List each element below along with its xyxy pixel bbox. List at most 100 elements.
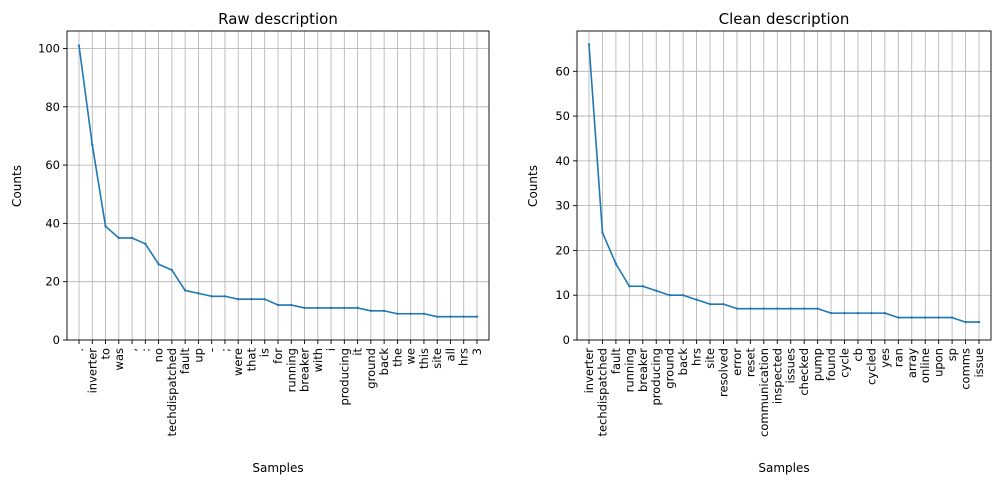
data-point <box>382 309 386 313</box>
x-tick-label: up <box>191 348 205 363</box>
y-tick-label: 80 <box>45 100 60 114</box>
x-tick-label: pump <box>811 348 825 381</box>
x-tick-label: inverter <box>582 348 596 394</box>
x-tick-label: the <box>390 348 404 367</box>
x-tick-label: found <box>824 348 838 381</box>
x-tick-label: comms <box>959 348 973 390</box>
x-tick-label: communication <box>757 348 771 437</box>
data-point <box>475 315 479 318</box>
x-tick-label: breaker <box>636 348 650 392</box>
y-tick-label: 0 <box>53 333 60 347</box>
data-point <box>263 297 266 301</box>
data-point <box>897 316 900 319</box>
x-tick-label: ; <box>218 348 232 352</box>
data-points <box>77 44 479 318</box>
data-point <box>964 320 967 324</box>
data-point <box>829 311 833 315</box>
x-axis-label: Samples <box>252 461 303 475</box>
x-tick-label: . <box>72 348 86 352</box>
data-point <box>802 307 806 310</box>
data-point <box>144 242 147 246</box>
x-tick-label: producing <box>649 348 663 406</box>
chart-title: Clean description <box>719 10 850 28</box>
x-tick-label: cycle <box>838 348 852 378</box>
clean-description-chart: Clean description Samples Counts 0 10 20 30… <box>526 10 992 475</box>
y-tick-label: 20 <box>45 275 60 289</box>
y-tick-label: 40 <box>45 216 60 230</box>
y-tick-label: 50 <box>555 109 570 123</box>
data-point <box>735 307 739 310</box>
x-tick-label: inspected <box>770 348 784 404</box>
x-tick-label: cb <box>851 348 865 362</box>
data-point <box>614 262 618 266</box>
x-tick-label: issue <box>972 348 986 378</box>
data-point <box>197 292 200 295</box>
data-point <box>409 312 412 315</box>
data-point <box>250 297 253 301</box>
x-tick-label: back <box>377 348 391 376</box>
data-point <box>104 225 107 228</box>
data-point <box>117 236 121 240</box>
x-tick-label: : <box>138 348 152 352</box>
x-tick-label: error <box>730 348 744 376</box>
data-point <box>668 294 671 297</box>
x-tick-label: all <box>443 348 457 361</box>
x-tick-label: upon <box>932 348 946 377</box>
plot-frame <box>66 30 490 341</box>
y-tick-label: 60 <box>555 64 570 78</box>
data-point <box>290 303 293 307</box>
data-point <box>210 295 213 298</box>
x-tick-label: ran <box>891 348 905 367</box>
data-point <box>587 43 591 46</box>
y-tick-label: 40 <box>555 154 570 168</box>
data-point <box>870 311 873 315</box>
data-points <box>587 43 981 324</box>
x-tick-label: issues <box>784 348 798 384</box>
data-point <box>422 312 426 315</box>
data-point <box>157 263 160 266</box>
x-tick-label: was <box>112 348 126 370</box>
x-tick-label: site <box>430 348 444 369</box>
x-tick-label: back <box>676 348 690 376</box>
data-point <box>396 312 399 315</box>
x-tick-label: array <box>905 348 919 378</box>
x-tick-label: hrs <box>457 348 471 366</box>
data-point <box>641 285 644 288</box>
data-point <box>462 315 465 318</box>
x-tick-label: no <box>152 348 166 362</box>
x-tick-label: techdispatched <box>165 348 179 437</box>
x-tick-label: breaker <box>298 348 312 392</box>
x-tick-label: producing <box>337 348 351 406</box>
data-point <box>436 315 439 318</box>
y-axis-label: Counts <box>10 165 24 207</box>
y-tick-label: 30 <box>555 199 570 213</box>
x-tick-label: fault <box>178 348 192 375</box>
x-tick-label: running <box>284 348 298 392</box>
x-tick-label: is <box>258 348 272 357</box>
x-tick-label: were <box>231 348 245 376</box>
data-point <box>722 302 725 306</box>
x-tick-label: , <box>125 348 139 352</box>
x-tick-label: for <box>271 348 285 364</box>
data-point <box>303 306 306 310</box>
data-point <box>977 320 981 324</box>
data-point <box>130 236 134 240</box>
data-point <box>762 307 766 310</box>
x-tick-label: with <box>311 348 325 372</box>
x-tick-label: online <box>918 348 932 383</box>
data-point <box>816 307 819 310</box>
data-point <box>628 285 631 288</box>
data-point <box>910 316 913 319</box>
x-tick-label: this <box>417 348 431 369</box>
x-tick-label: checked <box>797 348 811 396</box>
x-tick-label: cycled <box>864 348 878 385</box>
series-line <box>588 44 979 323</box>
gridlines <box>67 31 489 341</box>
data-point <box>681 294 685 297</box>
data-point <box>449 315 452 318</box>
x-tick-label: running <box>622 348 636 392</box>
plot-frame <box>576 30 992 341</box>
x-tick-label: inverter <box>85 348 99 394</box>
x-tick-label: ground <box>364 348 378 389</box>
